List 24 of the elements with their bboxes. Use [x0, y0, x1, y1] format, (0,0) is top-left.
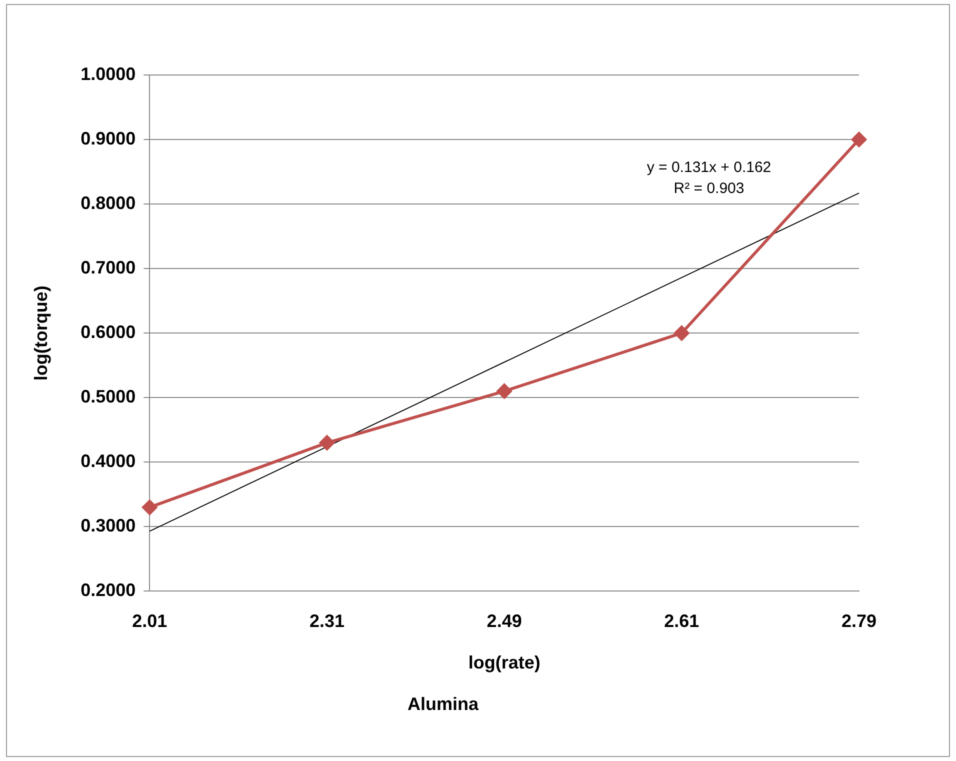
annotation: y = 0.131x + 0.162 — [646, 159, 772, 176]
x-tick-label: 2.79 — [841, 610, 877, 631]
point — [674, 326, 690, 341]
x-tick-label: 2.31 — [309, 610, 345, 631]
y-tick-label: 0.2000 — [80, 580, 136, 600]
annotation: R² = 0.903 — [674, 180, 744, 197]
point — [496, 384, 512, 399]
x-tick-label: 2.01 — [132, 610, 168, 631]
text: Alumina — [407, 694, 480, 714]
x-tick-label: 2.49 — [486, 610, 522, 631]
point — [319, 435, 334, 450]
y-axis-title: log(torque) — [30, 286, 51, 381]
y-tick-label: 0.6000 — [80, 322, 136, 342]
y-tick-label: 0.9000 — [80, 128, 136, 148]
y-tick-label: 1.0000 — [80, 64, 136, 84]
y-tick-label: 0.7000 — [80, 258, 136, 278]
y-tick-label: 0.5000 — [80, 386, 136, 407]
x-tick-label: 2.61 — [664, 610, 700, 631]
y-tick-label: 0.4000 — [80, 451, 136, 472]
point — [142, 500, 158, 515]
y-tick-label: 0.3000 — [80, 516, 136, 536]
y-tick-label: 0.8000 — [80, 193, 136, 214]
x-axis-title: log(rate) — [468, 652, 540, 673]
point — [852, 132, 866, 148]
